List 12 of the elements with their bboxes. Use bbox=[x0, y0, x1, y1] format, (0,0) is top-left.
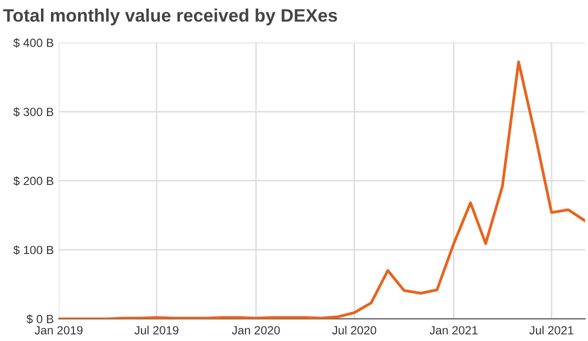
x-tick-label: Jan 2019 bbox=[34, 326, 83, 334]
y-tick-label: $ 400 B bbox=[13, 38, 54, 48]
x-tick-label: Jul 2020 bbox=[332, 326, 376, 334]
y-tick-label: $ 0 B bbox=[26, 314, 54, 324]
x-tick-label: Jul 2019 bbox=[134, 326, 178, 334]
chart-title: Total monthly value received by DEXes bbox=[3, 8, 338, 26]
x-tick-label: Jan 2021 bbox=[430, 326, 478, 334]
y-tick-label: $ 200 B bbox=[13, 176, 54, 186]
y-tick-label: $ 100 B bbox=[13, 245, 54, 255]
x-tick-label: Jul 2021 bbox=[529, 326, 574, 334]
x-tick-label: Jan 2020 bbox=[232, 326, 280, 334]
y-tick-label: $ 300 B bbox=[13, 107, 54, 117]
